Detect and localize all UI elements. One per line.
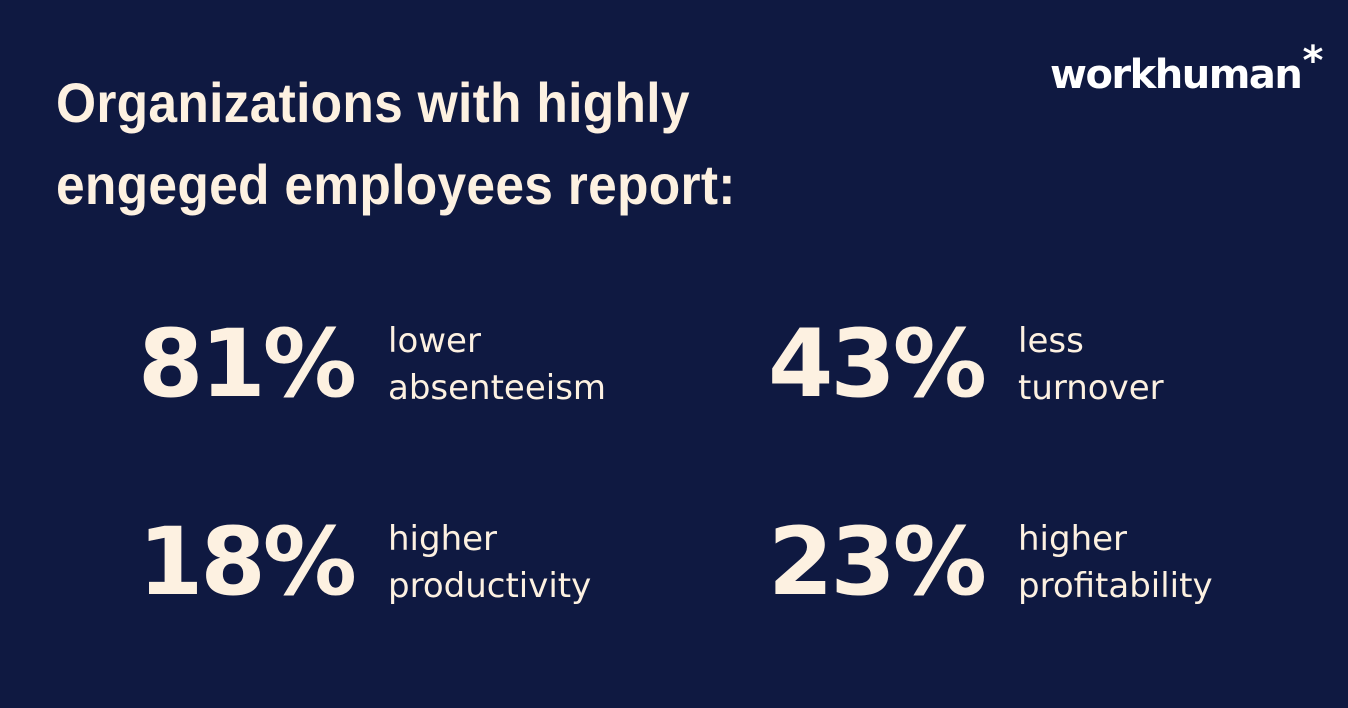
stat-profitability: 23% higher profitability [768,516,1213,610]
stat-desc-line-2: profitability [1018,566,1213,606]
stat-desc-line-1: lower [388,321,481,361]
asterisk-icon: * [1302,38,1324,84]
stat-value: 43% [768,310,987,419]
stat-description: higher productivity [388,516,591,610]
stat-productivity: 18% higher productivity [138,516,591,610]
stat-value: 23% [768,508,987,617]
stat-absenteeism: 81% lower absenteeism [138,318,606,412]
stat-turnover: 43% less turnover [768,318,1164,412]
stat-desc-line-1: less [1018,321,1084,361]
stat-value: 18% [138,508,357,617]
stat-description: higher profitability [1018,516,1213,610]
stat-description: less turnover [1018,318,1164,412]
stat-description: lower absenteeism [388,318,606,412]
title-line-2: engeged employees report: [56,153,736,216]
stat-desc-line-2: productivity [388,566,592,606]
page-title: Organizations with highly engeged employ… [56,62,736,226]
title-line-1: Organizations with highly [56,71,690,134]
stat-desc-line-2: turnover [1018,368,1164,408]
workhuman-logo: workhuman * [1050,38,1323,98]
stat-desc-line-1: higher [1018,519,1128,559]
stat-desc-line-1: higher [388,519,498,559]
stat-desc-line-2: absenteeism [388,368,607,408]
logo-text: workhuman [1050,52,1303,98]
stat-value: 81% [138,310,357,419]
